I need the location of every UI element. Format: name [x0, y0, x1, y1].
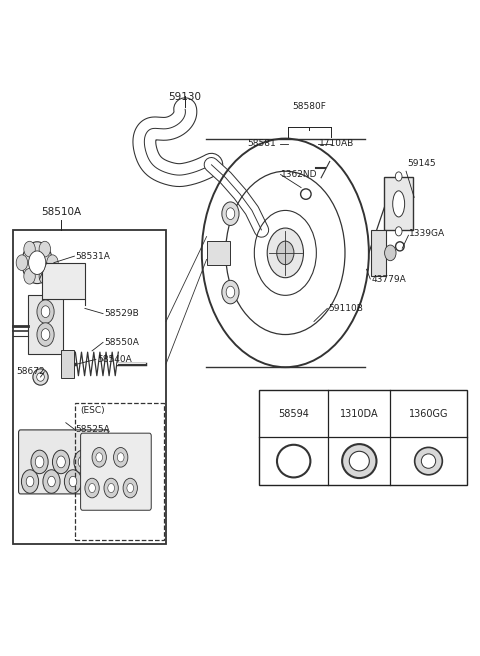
Bar: [61, 350, 74, 379]
Circle shape: [222, 202, 239, 226]
Text: (ESC): (ESC): [80, 406, 105, 415]
Circle shape: [127, 483, 133, 493]
Circle shape: [43, 470, 60, 493]
Circle shape: [24, 268, 35, 284]
Circle shape: [69, 476, 77, 487]
Circle shape: [267, 228, 303, 277]
Bar: [371, 230, 385, 276]
Text: 1339GA: 1339GA: [409, 229, 445, 237]
FancyBboxPatch shape: [384, 177, 413, 230]
Text: 43779A: 43779A: [371, 274, 406, 283]
Text: 58510A: 58510A: [41, 207, 81, 217]
Ellipse shape: [33, 369, 48, 385]
Circle shape: [384, 245, 396, 260]
Circle shape: [277, 241, 294, 264]
Text: 59110B: 59110B: [328, 304, 363, 313]
Circle shape: [37, 300, 54, 323]
Circle shape: [22, 242, 52, 283]
Text: 58580F: 58580F: [292, 102, 326, 111]
Circle shape: [47, 255, 58, 270]
Circle shape: [39, 268, 50, 284]
Circle shape: [226, 208, 235, 220]
Ellipse shape: [393, 191, 405, 217]
Text: 58531A: 58531A: [75, 252, 110, 260]
FancyBboxPatch shape: [81, 433, 151, 510]
Text: 58550A: 58550A: [104, 338, 139, 347]
Text: 1710AB: 1710AB: [319, 139, 354, 148]
Circle shape: [35, 456, 44, 468]
Circle shape: [117, 453, 124, 462]
Circle shape: [39, 241, 50, 257]
Text: 58594: 58594: [278, 409, 309, 419]
Bar: [75, 403, 164, 541]
Circle shape: [222, 280, 239, 304]
Circle shape: [57, 456, 65, 468]
Ellipse shape: [36, 373, 44, 381]
Bar: [28, 295, 63, 354]
Text: 59130: 59130: [168, 92, 202, 102]
Circle shape: [22, 470, 38, 493]
Circle shape: [48, 476, 55, 487]
Circle shape: [89, 483, 96, 493]
FancyBboxPatch shape: [19, 430, 108, 494]
Circle shape: [396, 227, 402, 236]
Text: 58525A: 58525A: [75, 424, 110, 434]
Circle shape: [37, 323, 54, 346]
Circle shape: [24, 241, 35, 257]
Circle shape: [114, 447, 128, 467]
Circle shape: [396, 172, 402, 181]
Text: 58672: 58672: [17, 367, 45, 377]
Circle shape: [26, 476, 34, 487]
Bar: [13, 230, 166, 544]
Ellipse shape: [349, 451, 369, 471]
Bar: [42, 262, 85, 298]
Circle shape: [226, 286, 235, 298]
Circle shape: [104, 478, 118, 498]
Circle shape: [108, 483, 115, 493]
Circle shape: [16, 255, 28, 270]
Text: 1360GG: 1360GG: [409, 409, 448, 419]
Circle shape: [78, 456, 87, 468]
Circle shape: [31, 450, 48, 474]
Text: 58581: 58581: [247, 139, 276, 148]
Text: 58529B: 58529B: [104, 309, 139, 318]
Text: 58540A: 58540A: [97, 355, 132, 364]
Bar: [206, 241, 230, 264]
Circle shape: [52, 450, 70, 474]
Circle shape: [74, 450, 91, 474]
Ellipse shape: [415, 447, 443, 475]
Circle shape: [85, 478, 99, 498]
Ellipse shape: [421, 454, 436, 468]
Text: 1362ND: 1362ND: [281, 170, 317, 179]
Circle shape: [123, 478, 137, 498]
Text: 59145: 59145: [407, 159, 436, 168]
Circle shape: [41, 306, 50, 318]
Circle shape: [29, 251, 46, 274]
Circle shape: [92, 447, 107, 467]
Circle shape: [41, 329, 50, 340]
Text: 1310DA: 1310DA: [340, 409, 379, 419]
Bar: [259, 390, 467, 485]
Circle shape: [64, 470, 82, 493]
Circle shape: [96, 453, 103, 462]
Ellipse shape: [342, 444, 376, 478]
